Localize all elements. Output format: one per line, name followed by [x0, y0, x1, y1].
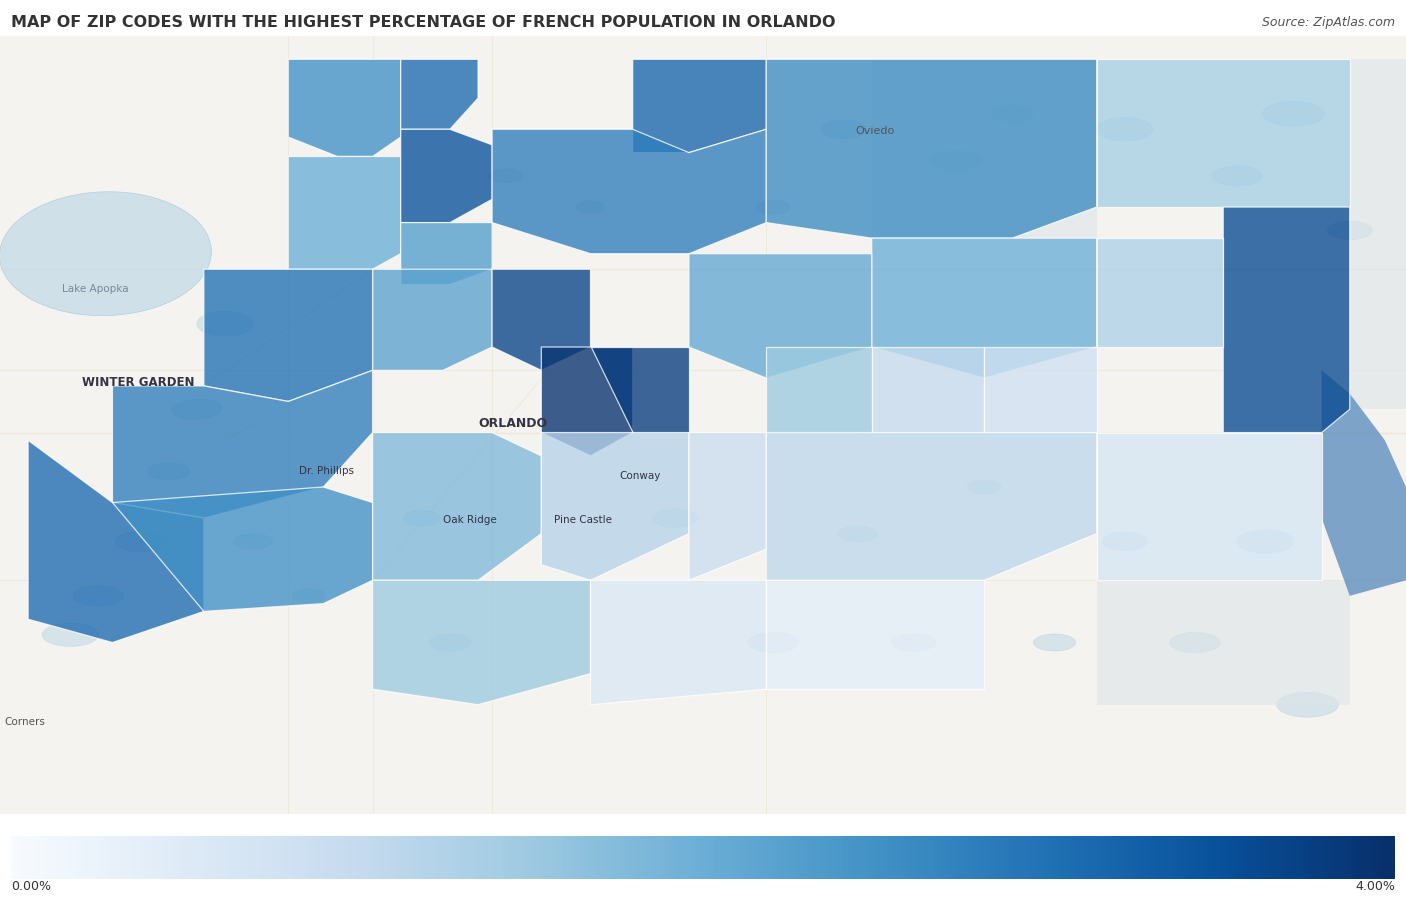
Ellipse shape: [233, 534, 273, 549]
Text: Dr. Phillips: Dr. Phillips: [298, 467, 354, 476]
Ellipse shape: [148, 463, 190, 480]
Text: Conway: Conway: [619, 471, 661, 481]
Ellipse shape: [0, 191, 211, 316]
Ellipse shape: [838, 526, 877, 541]
Ellipse shape: [931, 150, 981, 171]
Text: Oak Ridge: Oak Ridge: [443, 514, 496, 525]
Ellipse shape: [292, 589, 326, 603]
Ellipse shape: [404, 511, 440, 526]
Text: 4.00%: 4.00%: [1355, 880, 1395, 894]
Text: Source: ZipAtlas.com: Source: ZipAtlas.com: [1261, 16, 1395, 29]
Ellipse shape: [1033, 634, 1076, 651]
Polygon shape: [1350, 59, 1406, 238]
Ellipse shape: [115, 531, 166, 551]
Ellipse shape: [967, 480, 1001, 494]
Polygon shape: [1322, 370, 1406, 596]
Ellipse shape: [748, 632, 799, 653]
Ellipse shape: [42, 623, 98, 646]
Ellipse shape: [576, 200, 605, 213]
Ellipse shape: [1097, 118, 1153, 141]
Text: MAP OF ZIP CODES WITH THE HIGHEST PERCENTAGE OF FRENCH POPULATION IN ORLANDO: MAP OF ZIP CODES WITH THE HIGHEST PERCEN…: [11, 14, 835, 30]
Text: Oviedo: Oviedo: [855, 126, 894, 136]
Polygon shape: [1097, 581, 1350, 705]
Ellipse shape: [991, 105, 1033, 122]
Text: ORLANDO: ORLANDO: [478, 417, 548, 430]
Ellipse shape: [1102, 532, 1147, 551]
Ellipse shape: [891, 634, 936, 651]
Ellipse shape: [1237, 530, 1294, 553]
Ellipse shape: [73, 586, 124, 606]
Ellipse shape: [652, 509, 697, 528]
Text: Corners: Corners: [4, 717, 46, 726]
Polygon shape: [1350, 238, 1406, 409]
Ellipse shape: [489, 169, 523, 182]
Ellipse shape: [172, 399, 222, 420]
Ellipse shape: [1170, 632, 1220, 653]
Ellipse shape: [1212, 165, 1263, 186]
Ellipse shape: [1263, 102, 1324, 126]
Text: 0.00%: 0.00%: [11, 880, 51, 894]
Text: WINTER GARDEN: WINTER GARDEN: [82, 376, 194, 388]
Ellipse shape: [821, 120, 866, 138]
Ellipse shape: [197, 311, 253, 336]
Ellipse shape: [756, 200, 790, 214]
Ellipse shape: [1327, 221, 1372, 240]
Ellipse shape: [1277, 692, 1339, 717]
Ellipse shape: [429, 634, 471, 651]
Text: Lake Apopka: Lake Apopka: [62, 284, 129, 294]
Text: Pine Castle: Pine Castle: [554, 514, 613, 525]
Polygon shape: [872, 59, 1097, 238]
